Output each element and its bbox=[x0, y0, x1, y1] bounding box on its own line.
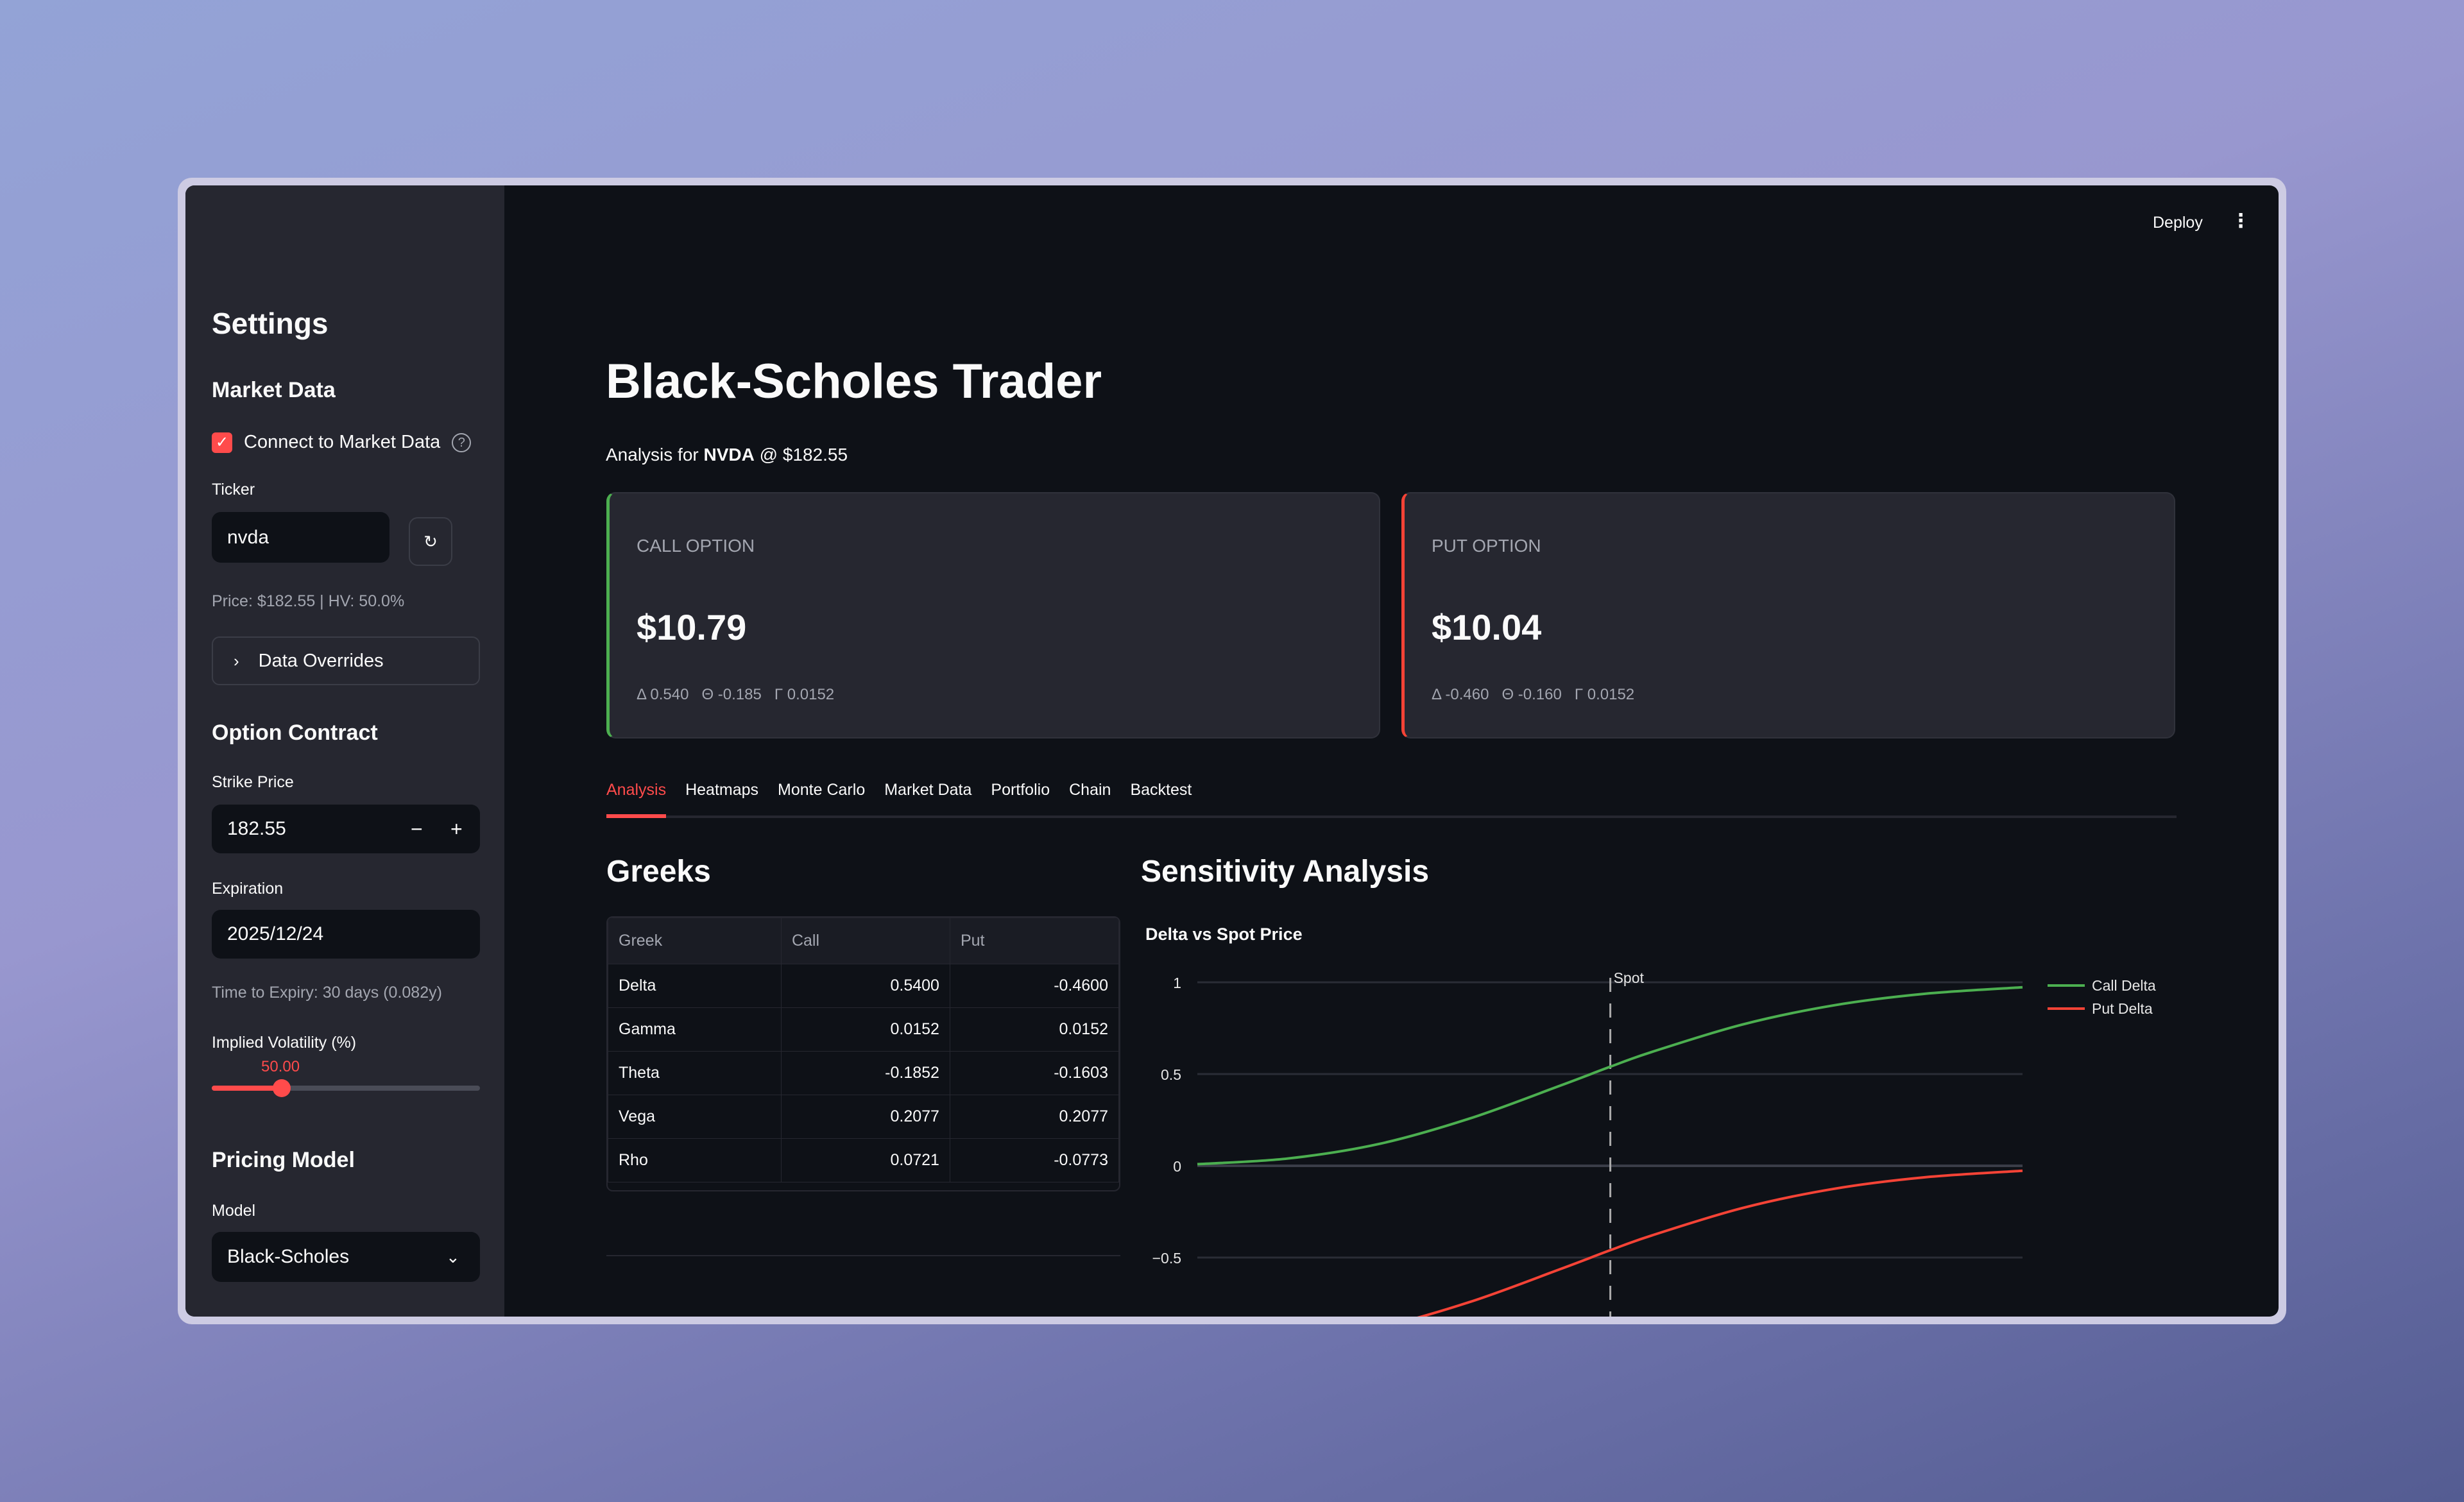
put-option-card: PUT OPTION $10.04 Δ -0.460 Θ -0.160 Γ 0.… bbox=[1401, 492, 2175, 738]
call-card-label: CALL OPTION bbox=[637, 536, 755, 556]
price-info: Price: $182.55 | HV: 50.0% bbox=[212, 592, 405, 610]
table-row: Theta -0.1852 -0.1603 bbox=[608, 1051, 1119, 1095]
put-card-label: PUT OPTION bbox=[1432, 536, 1541, 556]
iv-value: 50.00 bbox=[261, 1058, 300, 1075]
pricing-model-heading: Pricing Model bbox=[212, 1148, 355, 1172]
expiration-input[interactable]: 2025/12/24 bbox=[212, 910, 480, 959]
y-tick-label: −0.5 bbox=[1152, 1250, 1181, 1267]
tab-backtest[interactable]: Backtest bbox=[1130, 781, 1192, 799]
sensitivity-heading: Sensitivity Analysis bbox=[1141, 855, 1430, 889]
iv-slider[interactable] bbox=[212, 1079, 480, 1097]
active-tab-indicator bbox=[606, 814, 666, 818]
table-cell: -0.0773 bbox=[949, 1138, 1119, 1182]
tab-portfolio[interactable]: Portfolio bbox=[991, 781, 1050, 799]
table-cell: -0.4600 bbox=[949, 964, 1119, 1008]
legend-label: Put Delta bbox=[2092, 1000, 2153, 1017]
legend-label: Call Delta bbox=[2092, 977, 2156, 994]
iv-label: Implied Volatility (%) bbox=[212, 1034, 357, 1052]
divider bbox=[606, 1255, 1120, 1256]
y-tick-label: 1 bbox=[1173, 975, 1181, 991]
tab-chain[interactable]: Chain bbox=[1069, 781, 1111, 799]
tab-monte-carlo[interactable]: Monte Carlo bbox=[778, 781, 866, 799]
column-header[interactable]: Put bbox=[949, 917, 1119, 964]
table-row: Rho 0.0721 -0.0773 bbox=[608, 1138, 1119, 1182]
strike-value: 182.55 bbox=[227, 818, 286, 839]
call-greeks: Δ 0.540 Θ -0.185 Γ 0.0152 bbox=[637, 686, 835, 703]
connect-checkbox[interactable]: ✓ bbox=[212, 432, 232, 453]
refresh-icon: ↻ bbox=[424, 532, 438, 551]
strike-input[interactable]: 182.55 − + bbox=[212, 805, 480, 853]
data-overrides-expander[interactable]: › Data Overrides bbox=[212, 636, 480, 685]
tab-bar: Analysis Heatmaps Monte Carlo Market Dat… bbox=[606, 781, 1192, 799]
help-icon[interactable]: ? bbox=[452, 432, 472, 452]
y-tick-label: 0.5 bbox=[1161, 1066, 1181, 1083]
model-label: Model bbox=[212, 1202, 256, 1220]
tab-heatmaps[interactable]: Heatmaps bbox=[685, 781, 759, 799]
sidebar: Settings Market Data ✓ Connect to Market… bbox=[185, 185, 504, 1317]
call-price: $10.79 bbox=[637, 607, 747, 647]
table-row: Vega 0.2077 0.2077 bbox=[608, 1095, 1119, 1139]
chart-title: Delta vs Spot Price bbox=[1145, 925, 1303, 944]
greeks-heading: Greeks bbox=[606, 855, 711, 889]
table-cell: Theta bbox=[608, 1051, 782, 1095]
strike-label: Strike Price bbox=[212, 773, 294, 791]
column-header[interactable]: Call bbox=[780, 917, 950, 964]
data-overrides-label: Data Overrides bbox=[258, 650, 384, 671]
model-select[interactable]: Black-Scholes ⌄ bbox=[212, 1232, 480, 1282]
option-contract-heading: Option Contract bbox=[212, 721, 378, 745]
increment-button[interactable]: + bbox=[450, 817, 463, 841]
table-row: Gamma 0.0152 0.0152 bbox=[608, 1007, 1119, 1052]
chevron-down-icon: ⌄ bbox=[446, 1247, 460, 1267]
table-cell: 0.0152 bbox=[949, 1007, 1119, 1052]
subtitle: Analysis for NVDA @ $182.55 bbox=[606, 445, 848, 465]
connect-label: Connect to Market Data bbox=[244, 432, 441, 452]
spot-annotation: Spot bbox=[1614, 969, 1645, 986]
iv-slider-fill bbox=[212, 1086, 282, 1091]
delta-chart: 1 0.5 0 −0.5 Spot Call Delta Put Delta bbox=[1152, 969, 2156, 1317]
time-to-expiry: Time to Expiry: 30 days (0.082y) bbox=[212, 984, 442, 1002]
tab-analysis[interactable]: Analysis bbox=[606, 781, 667, 799]
series-line-put-delta bbox=[1417, 1169, 2023, 1317]
page-title: Black-Scholes Trader bbox=[606, 354, 1102, 409]
y-tick-label: 0 bbox=[1173, 1158, 1181, 1175]
more-menu-icon[interactable]: ⋮ bbox=[2231, 210, 2250, 232]
call-option-card: CALL OPTION $10.79 Δ 0.540 Θ -0.185 Γ 0.… bbox=[606, 492, 1380, 738]
connect-row: ✓ Connect to Market Data ? bbox=[212, 432, 472, 453]
table-cell: 0.2077 bbox=[949, 1095, 1119, 1139]
put-greeks: Δ -0.460 Θ -0.160 Γ 0.0152 bbox=[1432, 686, 1635, 703]
table-cell: 0.0721 bbox=[780, 1138, 950, 1182]
ticker-label: Ticker bbox=[212, 481, 255, 499]
put-price: $10.04 bbox=[1432, 607, 1542, 647]
tab-divider bbox=[606, 815, 2177, 818]
market-data-heading: Market Data bbox=[212, 378, 336, 402]
table-cell: 0.0152 bbox=[780, 1007, 950, 1052]
model-value: Black-Scholes bbox=[227, 1246, 350, 1267]
table-cell: 0.2077 bbox=[780, 1095, 950, 1139]
ticker-input[interactable]: nvda bbox=[212, 512, 389, 563]
decrement-button[interactable]: − bbox=[411, 817, 423, 841]
app-window: Settings Market Data ✓ Connect to Market… bbox=[185, 185, 2279, 1317]
refresh-button[interactable]: ↻ bbox=[409, 517, 452, 566]
expiration-label: Expiration bbox=[212, 880, 284, 898]
series-line-call-delta bbox=[1197, 986, 2023, 1166]
sidebar-title: Settings bbox=[212, 307, 329, 340]
table-cell: Gamma bbox=[608, 1007, 782, 1052]
table-cell: -0.1603 bbox=[949, 1051, 1119, 1095]
tab-market-data[interactable]: Market Data bbox=[884, 781, 972, 799]
table-cell: Delta bbox=[608, 964, 782, 1008]
deploy-button[interactable]: Deploy bbox=[2153, 214, 2203, 232]
table-cell: Rho bbox=[608, 1138, 782, 1182]
iv-slider-thumb[interactable] bbox=[272, 1079, 291, 1097]
chevron-right-icon: › bbox=[234, 651, 239, 670]
table-cell: -0.1852 bbox=[780, 1051, 950, 1095]
greeks-table: Greek Call Put Delta 0.5400 -0.4600 Gamma 0.015… bbox=[606, 916, 1120, 1191]
